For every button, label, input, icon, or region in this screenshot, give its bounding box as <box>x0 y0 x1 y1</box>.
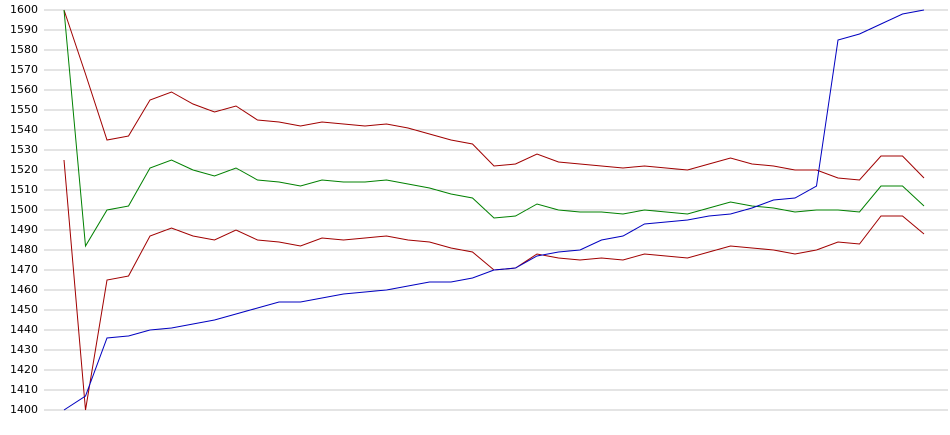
y-tick-label: 1480 <box>10 243 38 256</box>
y-tick-label: 1550 <box>10 103 38 116</box>
y-tick-label: 1440 <box>10 323 38 336</box>
series-line <box>63 9 925 248</box>
y-tick-label: 1400 <box>10 403 38 416</box>
y-tick-label: 1520 <box>10 163 38 176</box>
y-tick-label: 1470 <box>10 263 38 276</box>
y-tick-label: 1460 <box>10 283 38 296</box>
y-tick-label: 1430 <box>10 343 38 356</box>
y-tick-label: 1420 <box>10 363 38 376</box>
y-tick-label: 1590 <box>10 23 38 36</box>
y-tick-label: 1560 <box>10 83 38 96</box>
y-tick-label: 1600 <box>10 3 38 16</box>
y-tick-label: 1500 <box>10 203 38 216</box>
y-tick-label: 1570 <box>10 63 38 76</box>
y-tick-label: 1450 <box>10 303 38 316</box>
y-tick-label: 1510 <box>10 183 38 196</box>
y-tick-label: 1490 <box>10 223 38 236</box>
y-tick-label: 1410 <box>10 383 38 396</box>
y-tick-label: 1530 <box>10 143 38 156</box>
y-tick-label: 1580 <box>10 43 38 56</box>
y-tick-label: 1540 <box>10 123 38 136</box>
series-line <box>63 9 925 181</box>
series-line <box>63 9 925 411</box>
